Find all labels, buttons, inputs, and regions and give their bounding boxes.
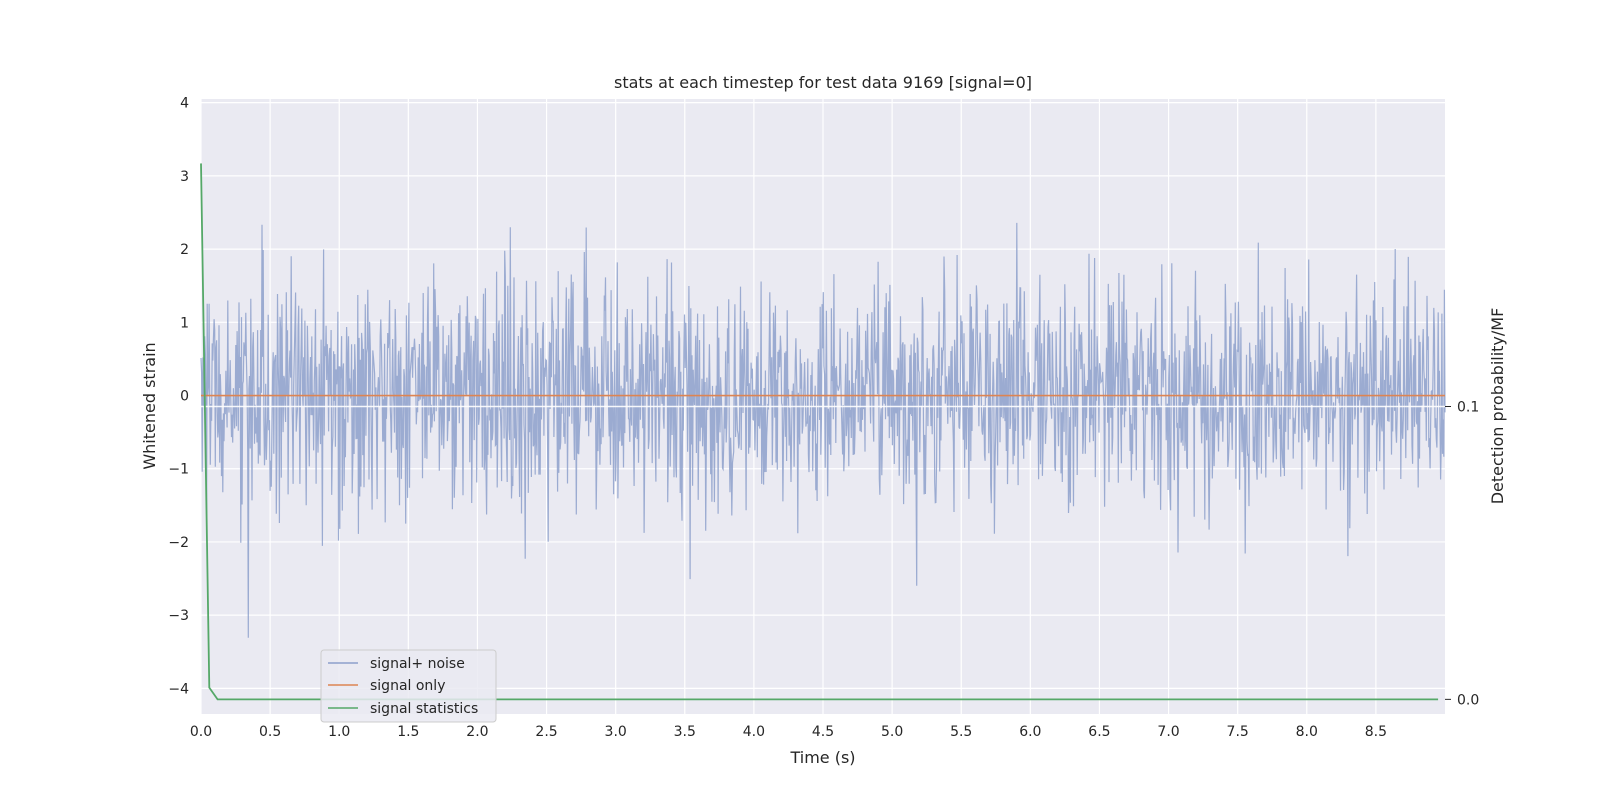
chart-title: stats at each timestep for test data 916… <box>614 73 1032 92</box>
x-tick-label: 5.5 <box>950 724 972 740</box>
x-tick-label: 2.0 <box>466 724 488 740</box>
x-axis-label: Time (s) <box>789 748 855 767</box>
legend-label-signal-only: signal only <box>370 678 445 694</box>
y-tick-label: 1 <box>180 315 189 331</box>
y-tick-label: −1 <box>168 462 189 478</box>
axes-layer: 0.0 0.5 1.0 1.5 2.0 2.5 3.0 3.5 4.0 4.5 5.0 5.5 6.0 6… <box>168 96 1479 740</box>
x-tick-label: 2.5 <box>535 724 557 740</box>
y-tick-label: 2 <box>180 242 189 258</box>
x-tick-label: 6.0 <box>1019 724 1041 740</box>
y-tick-label: 3 <box>180 169 189 185</box>
series-layer <box>200 163 1446 701</box>
legend-label-signal-statistics: signal statistics <box>370 701 478 717</box>
y-tick-label: −4 <box>168 681 189 697</box>
y2-tick-label: 0.1 <box>1457 400 1479 416</box>
x-tick-label: 8.5 <box>1365 724 1387 740</box>
x-tick-label: 5.0 <box>881 724 903 740</box>
legend-box <box>320 649 497 723</box>
x-tick-label: 0.0 <box>190 724 212 740</box>
x-tick-label: 8.0 <box>1296 724 1318 740</box>
x-tick-label: 3.0 <box>605 724 627 740</box>
series-signal-statistics-line <box>200 163 1439 701</box>
x-tick-label: 3.5 <box>674 724 696 740</box>
x-tick-label: 4.0 <box>743 724 765 740</box>
y-tick-label: 0 <box>180 389 189 405</box>
x-tick-label: 0.5 <box>259 724 281 740</box>
legend: signal+ noise signal only signal statist… <box>320 649 497 723</box>
y2-tick-label: 0.0 <box>1457 692 1479 708</box>
x-tick-label: 6.5 <box>1088 724 1110 740</box>
y-tick-label: 4 <box>180 96 189 112</box>
y-tick-label: −3 <box>168 608 189 624</box>
x-tick-label: 1.5 <box>397 724 419 740</box>
series-signal-noise-line <box>200 222 1446 638</box>
y-axis-label: Whitened strain <box>140 342 159 469</box>
x-tick-label: 7.5 <box>1227 724 1249 740</box>
x-tick-label: 4.5 <box>812 724 834 740</box>
x-tick-label: 7.0 <box>1157 724 1179 740</box>
legend-label-signal-noise: signal+ noise <box>370 656 465 672</box>
x-tick-label: 1.0 <box>328 724 350 740</box>
y2-axis-label: Detection probability/MF <box>1488 308 1507 505</box>
y-tick-label: −2 <box>168 535 189 551</box>
